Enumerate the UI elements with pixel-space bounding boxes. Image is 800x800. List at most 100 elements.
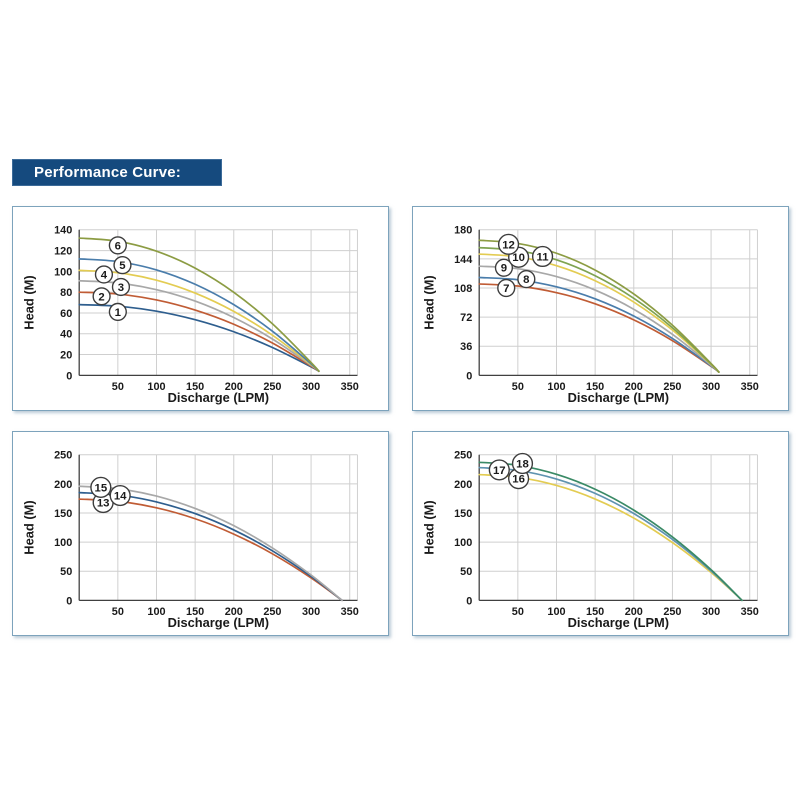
y-tick-label: 0 — [66, 370, 72, 382]
curve-label-14: 14 — [109, 484, 131, 507]
y-tick-label: 250 — [54, 450, 72, 462]
x-tick-label: 350 — [341, 381, 359, 393]
x-tick-label: 150 — [586, 606, 604, 618]
curve-label-text: 12 — [502, 239, 515, 251]
x-axis-title: Discharge (LPM) — [168, 390, 269, 405]
curve-label-text: 13 — [97, 497, 110, 509]
curve-label-1: 1 — [108, 302, 127, 322]
y-tick-label: 120 — [54, 246, 72, 258]
chart-svg: 0 50 100 150 200 250 50 100 150 200 250 300 350 Disch… — [22, 450, 359, 630]
curve-label-6: 6 — [108, 236, 127, 255]
x-tick-label: 300 — [302, 381, 320, 393]
y-tick-label: 0 — [466, 595, 472, 607]
curve-label-17: 17 — [488, 459, 510, 481]
x-tick-label: 250 — [263, 606, 281, 618]
curve-label-circle — [113, 256, 132, 275]
chart-panel-bottom-right: 0 50 100 150 200 250 50 100 150 200 250 300 350 Disch… — [412, 431, 789, 636]
curve-16 — [478, 473, 743, 602]
section-header: Performance Curve: — [12, 159, 222, 186]
y-axis-title: Head (M) — [22, 500, 37, 554]
curve-label-text: 6 — [115, 240, 121, 252]
curve-label-4: 4 — [94, 265, 114, 284]
curve-label-text: 10 — [512, 252, 525, 264]
curve-label-7: 7 — [497, 278, 516, 298]
curve-label-15: 15 — [90, 476, 112, 498]
x-tick-label: 300 — [302, 606, 320, 618]
y-tick-label: 0 — [66, 595, 72, 607]
x-tick-label: 50 — [112, 606, 124, 618]
curve-label-circle — [511, 452, 534, 475]
curve-label-text: 8 — [523, 274, 529, 286]
chart-svg: 0 20 40 60 80 100 120 140 50 100 150 200 250 300 350 Di… — [22, 225, 359, 405]
curve-label-circle — [497, 278, 516, 298]
y-tick-label: 150 — [54, 508, 72, 520]
curve-label-text: 4 — [101, 269, 108, 281]
y-tick-label: 20 — [60, 350, 72, 362]
curve-label-circle — [92, 287, 111, 306]
curve-label-text: 18 — [516, 458, 529, 470]
y-axis-title: Head (M) — [22, 275, 37, 329]
y-tick-label: 150 — [454, 508, 472, 520]
chart-panel-top-left: 0 20 40 60 80 100 120 140 50 100 150 200 250 300 350 Di… — [12, 206, 389, 411]
y-tick-label: 200 — [454, 479, 472, 491]
y-tick-label: 100 — [454, 537, 472, 549]
curve-label-text: 11 — [537, 251, 550, 263]
x-tick-label: 100 — [147, 381, 165, 393]
curve-label-text: 17 — [493, 465, 506, 477]
curve-label-text: 9 — [501, 263, 507, 275]
curve-label-9: 9 — [494, 258, 514, 277]
x-tick-label: 250 — [663, 381, 681, 393]
x-tick-label: 50 — [112, 381, 124, 393]
y-tick-label: 40 — [60, 329, 72, 341]
y-tick-label: 80 — [60, 287, 72, 299]
x-tick-label: 200 — [625, 606, 643, 618]
x-tick-label: 200 — [625, 381, 643, 393]
x-tick-label: 350 — [341, 606, 359, 618]
chart-svg: 0 50 100 150 200 250 50 100 150 200 250 300 350 Disch… — [422, 450, 759, 630]
x-tick-label: 300 — [702, 606, 720, 618]
y-tick-label: 50 — [460, 566, 472, 578]
x-tick-label: 250 — [263, 381, 281, 393]
x-tick-label: 50 — [512, 606, 524, 618]
y-tick-label: 72 — [460, 312, 472, 324]
curve-7 — [478, 283, 720, 373]
y-tick-label: 108 — [454, 283, 472, 295]
chart-panel-bottom-left: 0 50 100 150 200 250 50 100 150 200 250 300 350 Disch… — [12, 431, 389, 636]
curve-label-text: 3 — [118, 282, 124, 294]
x-tick-label: 250 — [663, 606, 681, 618]
curve-label-text: 2 — [98, 291, 104, 303]
x-tick-label: 150 — [186, 381, 204, 393]
curve-label-circle — [531, 245, 554, 268]
curve-label-12: 12 — [497, 233, 520, 255]
curve-12 — [478, 239, 720, 373]
curve-label-2: 2 — [92, 287, 111, 306]
curve-label-circle — [90, 476, 112, 498]
curve-label-circle — [497, 233, 520, 255]
curve-14 — [78, 491, 343, 602]
x-axis-title: Discharge (LPM) — [568, 615, 669, 630]
x-tick-label: 300 — [702, 381, 720, 393]
curve-label-circle — [488, 459, 510, 481]
x-tick-label: 100 — [547, 381, 565, 393]
y-tick-label: 100 — [54, 266, 72, 278]
curve-label-circle — [111, 277, 131, 297]
chart-panel-top-right: 0 36 72 108 144 180 50 100 150 200 250 300 350 Discha… — [412, 206, 789, 411]
curve-label-circle — [108, 236, 127, 255]
y-tick-label: 144 — [454, 254, 472, 266]
x-tick-label: 150 — [186, 606, 204, 618]
y-tick-label: 100 — [54, 537, 72, 549]
curve-label-text: 14 — [114, 490, 127, 502]
curve-label-circle — [109, 484, 131, 507]
x-tick-label: 100 — [547, 606, 565, 618]
curve-label-8: 8 — [517, 269, 536, 289]
y-tick-label: 250 — [454, 450, 472, 462]
y-tick-label: 200 — [54, 479, 72, 491]
curve-label-circle — [94, 265, 114, 284]
x-axis-title: Discharge (LPM) — [168, 615, 269, 630]
curve-label-circle — [494, 258, 514, 277]
curve-label-circle — [517, 269, 536, 289]
x-tick-label: 150 — [586, 381, 604, 393]
y-tick-label: 60 — [60, 308, 72, 320]
